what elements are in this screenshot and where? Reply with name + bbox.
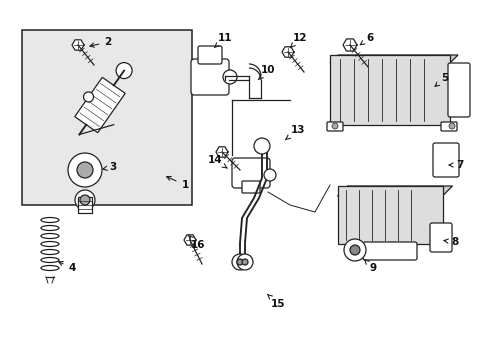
FancyBboxPatch shape <box>231 158 269 188</box>
Circle shape <box>237 259 243 265</box>
Polygon shape <box>337 186 451 196</box>
Polygon shape <box>342 39 356 51</box>
Circle shape <box>264 169 275 181</box>
Text: 9: 9 <box>364 260 376 273</box>
Text: 3: 3 <box>102 162 116 172</box>
Ellipse shape <box>41 249 59 255</box>
Ellipse shape <box>41 265 59 270</box>
Circle shape <box>77 162 93 178</box>
Polygon shape <box>329 55 457 63</box>
Polygon shape <box>75 77 125 133</box>
Circle shape <box>237 254 252 270</box>
Text: 6: 6 <box>360 33 373 45</box>
Text: 12: 12 <box>290 33 306 48</box>
Bar <box>78 197 92 213</box>
Polygon shape <box>72 40 84 50</box>
Circle shape <box>223 70 237 84</box>
Text: 1: 1 <box>166 176 188 190</box>
Ellipse shape <box>41 217 59 222</box>
Text: 5: 5 <box>434 73 447 86</box>
Circle shape <box>349 245 359 255</box>
Text: 13: 13 <box>285 125 305 140</box>
Polygon shape <box>282 47 293 57</box>
Circle shape <box>343 239 365 261</box>
Text: 10: 10 <box>258 65 275 80</box>
Text: 15: 15 <box>267 294 285 309</box>
FancyBboxPatch shape <box>440 122 456 131</box>
FancyBboxPatch shape <box>198 46 222 64</box>
Circle shape <box>253 138 269 154</box>
FancyBboxPatch shape <box>362 242 416 260</box>
Bar <box>329 55 449 125</box>
Bar <box>22 30 192 205</box>
FancyBboxPatch shape <box>191 59 228 95</box>
Circle shape <box>448 123 454 129</box>
Circle shape <box>116 63 132 78</box>
Circle shape <box>75 190 95 210</box>
Text: 14: 14 <box>207 155 227 168</box>
Ellipse shape <box>41 242 59 247</box>
Text: 4: 4 <box>59 262 76 273</box>
Circle shape <box>231 254 247 270</box>
Circle shape <box>331 123 337 129</box>
Ellipse shape <box>41 234 59 238</box>
Circle shape <box>80 195 90 205</box>
Text: 16: 16 <box>188 235 205 250</box>
FancyBboxPatch shape <box>447 63 469 117</box>
Polygon shape <box>216 147 227 157</box>
FancyBboxPatch shape <box>429 223 451 252</box>
FancyBboxPatch shape <box>326 122 342 131</box>
FancyBboxPatch shape <box>432 143 458 177</box>
Circle shape <box>242 259 247 265</box>
Text: 11: 11 <box>214 33 232 48</box>
Text: 8: 8 <box>443 237 458 247</box>
Circle shape <box>68 153 102 187</box>
FancyBboxPatch shape <box>242 181 260 193</box>
Bar <box>337 186 442 244</box>
Ellipse shape <box>41 225 59 230</box>
Text: 7: 7 <box>448 160 463 170</box>
Ellipse shape <box>41 257 59 262</box>
Circle shape <box>83 92 93 102</box>
Text: 2: 2 <box>90 37 111 47</box>
Polygon shape <box>183 235 196 245</box>
